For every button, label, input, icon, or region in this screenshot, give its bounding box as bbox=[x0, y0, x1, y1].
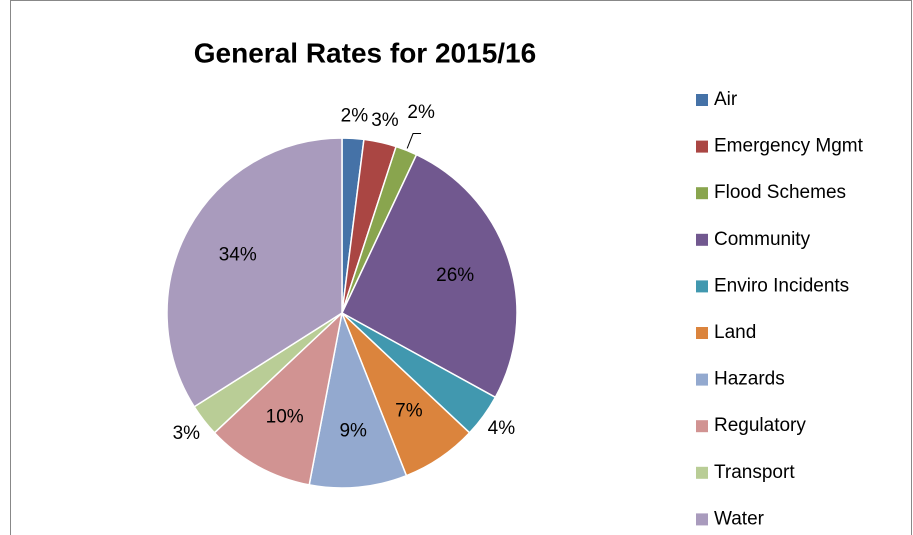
legend-label: Community bbox=[714, 229, 811, 250]
legend-label: Air bbox=[714, 89, 738, 110]
pie-slice bbox=[213, 310, 344, 486]
data-label: 10% bbox=[266, 406, 304, 427]
pie-slice bbox=[308, 310, 408, 489]
legend-label: Emergency Mgmt bbox=[714, 136, 864, 157]
data-label: 3% bbox=[173, 423, 201, 444]
data-label: 7% bbox=[395, 400, 423, 421]
data-label: 4% bbox=[488, 418, 516, 439]
data-label: 9% bbox=[339, 420, 367, 441]
legend-swatch bbox=[696, 233, 708, 246]
data-label: 34% bbox=[219, 245, 257, 266]
legend-label: Hazards bbox=[714, 369, 785, 390]
data-label: 2% bbox=[407, 102, 435, 123]
legend-label: Regulatory bbox=[714, 415, 806, 436]
legend-swatch bbox=[696, 280, 708, 293]
legend-swatch bbox=[696, 466, 708, 479]
legend-swatch bbox=[696, 140, 708, 153]
leader-line bbox=[406, 133, 422, 149]
data-label: 26% bbox=[436, 265, 474, 286]
legend-label: Flood Schemes bbox=[714, 182, 846, 203]
data-label: 3% bbox=[371, 110, 399, 131]
data-label: 2% bbox=[341, 105, 369, 126]
pie-slice bbox=[166, 137, 343, 408]
legend-label: Enviro Incidents bbox=[714, 275, 849, 296]
legend-swatch bbox=[696, 513, 708, 526]
legend-swatch bbox=[696, 373, 708, 386]
legend-label: Transport bbox=[714, 462, 795, 483]
legend-swatch bbox=[696, 94, 708, 106]
legend-label: Land bbox=[714, 322, 756, 343]
legend-swatch bbox=[696, 420, 708, 433]
chart-title: General Rates for 2015/16 bbox=[194, 37, 536, 68]
legend-swatch bbox=[696, 187, 708, 200]
legend-label: Water bbox=[714, 508, 765, 529]
legend-swatch bbox=[696, 327, 708, 339]
